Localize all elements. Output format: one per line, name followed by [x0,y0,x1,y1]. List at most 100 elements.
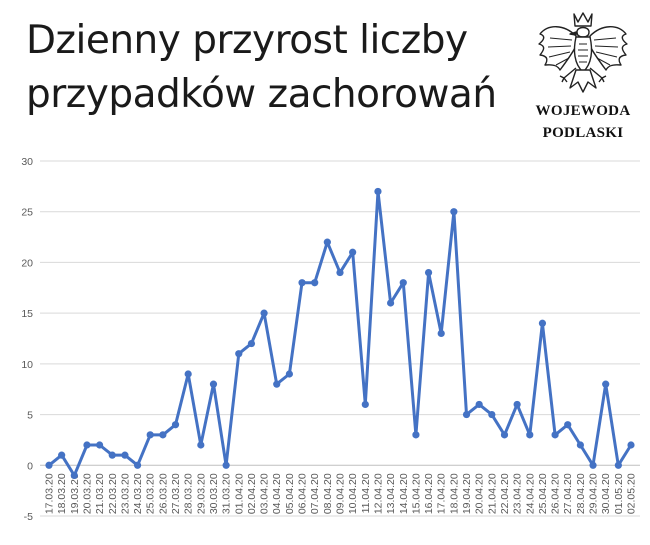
data-point [247,339,256,348]
data-point [412,431,420,439]
x-tick-label: 19.04.20 [461,473,473,514]
y-tick-label: 15 [21,308,33,320]
x-tick-label: 01.04.20 [233,473,245,514]
y-tick-label: -5 [24,511,33,523]
data-point [222,461,230,469]
data-point [450,208,458,216]
data-point [462,410,471,419]
x-tick-label: 22.04.20 [499,473,511,514]
x-tick-label: 19.03.20 [69,473,81,514]
x-tick-label: 18.03.20 [56,473,68,514]
chart-title: Dzienny przyrost liczby przypadków zacho… [26,14,526,122]
y-axis: -5 0 5 10 15 20 25 30 [21,156,33,523]
data-point [538,319,547,327]
polish-eagle-icon [538,12,628,93]
x-tick-label: 30.04.20 [600,473,612,514]
x-tick-label: 21.04.20 [486,473,498,514]
x-tick-label: 17.03.20 [44,473,56,514]
title-line-2: przypadków zachorowań [26,72,497,117]
data-point [197,441,205,449]
x-tick-label: 02.05.20 [626,473,638,514]
data-point [437,329,445,338]
y-tick-label: 20 [21,257,33,269]
data-point [298,279,306,287]
data-point [614,461,622,469]
data-point [260,309,268,317]
data-point [171,421,180,429]
x-tick-label: 29.04.20 [588,473,600,514]
series-line-path [47,189,633,477]
data-point [526,431,534,439]
x-tick-label: 04.04.20 [271,473,283,514]
x-tick-label: 28.03.20 [183,473,195,514]
x-tick-label: 01.05.20 [613,473,625,514]
data-point [488,410,496,419]
series-line [47,189,633,477]
x-tick-label: 03.04.20 [259,473,271,514]
chart-gridlines [40,160,640,517]
x-tick-label: 11.04.20 [360,473,372,513]
data-point [159,431,167,439]
title-line-1: Dzienny przyrost liczby [26,18,468,63]
x-tick-label: 29.03.20 [195,473,207,514]
data-point [83,441,91,449]
x-tick-label: 30.03.20 [208,473,220,514]
data-point [96,441,104,449]
data-point [589,461,597,469]
series-points [45,187,635,480]
x-tick-label: 05.04.20 [284,473,296,514]
x-tick-label: 18.04.20 [448,473,460,514]
y-tick-label: 10 [21,359,33,371]
x-tick-label: 06.04.20 [297,473,309,514]
data-point [576,441,584,449]
data-point [121,451,129,459]
data-point [424,268,433,277]
x-tick-label: 28.04.20 [575,473,587,514]
x-tick-label: 12.04.20 [372,473,384,514]
data-point [58,451,66,459]
data-point [513,400,521,409]
x-tick-label: 25.04.20 [537,473,549,514]
data-point [311,279,319,287]
data-point [361,400,369,409]
voivode-emblem: WOJEWODA PODLASKI [528,10,638,150]
data-point [551,431,559,439]
x-tick-label: 24.03.20 [132,473,144,514]
x-tick-label: 27.04.20 [562,473,574,514]
x-tick-label: 13.04.20 [385,473,397,514]
data-point [209,380,218,388]
data-point [374,187,382,196]
x-tick-label: 02.04.20 [246,473,258,514]
x-tick-label: 15.04.20 [410,473,422,514]
data-point [349,248,357,256]
org-name-line-2: PODLASKI [542,125,624,141]
x-tick-label: 22.03.20 [107,473,119,514]
data-point [70,471,78,480]
x-tick-label: 07.04.20 [309,473,321,514]
x-tick-label: 24.04.20 [524,473,536,514]
x-tick-label: 23.04.20 [512,473,524,514]
data-point [108,451,116,459]
x-tick-label: 25.03.20 [145,473,157,514]
data-point [273,380,281,388]
data-point [475,400,483,409]
x-tick-label: 26.03.20 [157,473,169,514]
data-point [323,238,331,246]
x-tick-label: 14.04.20 [398,473,410,514]
data-point [500,431,509,439]
y-tick-label: 25 [21,207,33,219]
data-point [564,421,572,429]
x-tick-label: 23.03.20 [119,473,131,514]
x-tick-label: 26.04.20 [550,473,562,514]
data-point [285,370,293,378]
y-tick-label: 5 [27,410,33,422]
x-tick-label: 20.04.20 [474,473,486,514]
y-tick-label: 30 [21,156,33,168]
x-axis: 17.03.20 18.03.20 19.03.20 20.03.20 21.03.20… [44,473,638,514]
x-tick-label: 31.03.20 [221,473,233,514]
data-point [387,299,395,307]
x-tick-label: 09.04.20 [335,473,347,514]
data-point [184,370,192,378]
data-point [133,461,142,469]
